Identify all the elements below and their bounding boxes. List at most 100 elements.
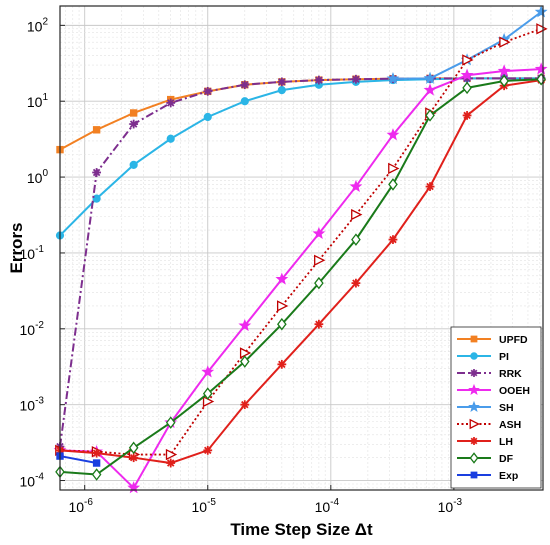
data-point-ooeh [201, 365, 215, 378]
data-point-lh-stroke [278, 360, 286, 369]
data-point-df [239, 355, 250, 368]
data-point-ash [462, 54, 474, 66]
series-line-exp [59, 455, 97, 465]
data-point-pi [277, 86, 286, 95]
data-point-lh [166, 458, 176, 468]
x-tick-label: 10-3 [438, 497, 463, 515]
data-point-ooeh [497, 64, 511, 77]
data-point-df [425, 109, 435, 122]
data-point-df [351, 233, 361, 246]
legend-marker-ooeh [468, 383, 480, 395]
data-point-df [91, 468, 102, 481]
data-point-ooeh [386, 128, 400, 141]
y-tick-exponent: -1 [35, 244, 44, 255]
legend-label-upfd: UPFD [499, 334, 528, 346]
legend-item-sh: SH [457, 400, 514, 414]
data-point-sh [386, 72, 400, 85]
data-point-rrk-stroke [166, 99, 175, 107]
data-point-pi [240, 97, 249, 106]
legend-item-ooeh: OOEH [457, 383, 530, 397]
plot-frame [59, 5, 544, 491]
data-point-lh-stroke [166, 459, 175, 467]
legend-item-rrk: RRK [457, 368, 522, 380]
data-point-ash [351, 208, 363, 221]
data-point-rrk [129, 119, 139, 129]
legend-marker-exp [470, 471, 478, 479]
data-point-lh [92, 448, 102, 458]
x-tick-exponent: -6 [84, 497, 93, 508]
data-point-lh [462, 111, 472, 120]
data-point-ash [314, 254, 326, 266]
data-point-lh [425, 182, 435, 191]
data-point-df [277, 317, 287, 331]
data-point-rrk-stroke [92, 168, 101, 177]
legend-marker-lh-stroke [470, 437, 478, 445]
y-tick-exponent: 0 [42, 168, 48, 179]
legend-label-df: DF [499, 453, 514, 465]
data-point-df [499, 74, 509, 88]
series-line-ooeh [59, 68, 542, 490]
legend-item-upfd: UPFD [457, 334, 528, 346]
y-tick-exponent: -2 [35, 320, 44, 331]
data-point-rrk [92, 168, 102, 177]
series-line-pi [59, 77, 542, 237]
x-tick-label: 10-6 [68, 497, 93, 515]
data-point-pi [166, 134, 175, 143]
y-tick-exponent: 1 [42, 92, 48, 103]
legend-marker-upfd [470, 335, 478, 343]
y-tick-label: 10-4 [20, 472, 45, 490]
series-lh [55, 75, 546, 468]
data-point-lh-stroke [241, 400, 249, 409]
data-point-ash [165, 448, 178, 461]
data-point-sh [423, 71, 437, 84]
legend-marker-ash [469, 418, 480, 430]
data-point-df [202, 387, 213, 400]
legend-marker-sh [468, 400, 480, 412]
y-tick-exponent: 2 [42, 16, 48, 27]
x-tick-label: 10-4 [315, 497, 340, 515]
x-axis-title: Time Step Size Δt [230, 520, 373, 539]
data-point-ooeh [312, 226, 326, 240]
data-point-df [462, 81, 472, 95]
data-point-pi [203, 112, 212, 122]
y-tick-label: 10-2 [20, 320, 45, 338]
data-point-pi [92, 194, 101, 203]
data-point-lh-stroke [204, 446, 212, 455]
series-ash [55, 23, 548, 461]
data-point-lh-stroke [92, 449, 101, 457]
x-tick-label: 10-5 [192, 497, 217, 515]
series-df [55, 72, 546, 481]
y-tick-exponent: -3 [35, 396, 44, 407]
data-point-upfd [92, 126, 101, 134]
y-tick-label: 101 [27, 92, 49, 110]
legend-label-exp: Exp [499, 470, 518, 482]
legend-marker-lh [470, 437, 478, 445]
data-point-lh [240, 400, 250, 410]
legend-marker-rrk [470, 369, 478, 377]
data-point-lh [351, 278, 361, 288]
data-point-rrk-stroke [129, 120, 138, 128]
legend-label-sh: SH [499, 402, 514, 414]
data-point-rrk [166, 98, 176, 108]
data-point-ash [276, 300, 289, 312]
data-point-rrk-stroke [241, 80, 249, 89]
data-point-rrk-stroke [278, 78, 286, 86]
data-point-rrk [203, 86, 213, 96]
x-tick-exponent: -5 [207, 497, 216, 508]
legend-marker-df [469, 452, 479, 464]
x-tick-exponent: -3 [453, 497, 462, 508]
data-point-lh-stroke [315, 320, 323, 328]
data-point-upfd [129, 109, 138, 117]
data-point-ash [536, 23, 548, 35]
legend-item-df: DF [457, 452, 514, 465]
data-point-ash [388, 162, 400, 175]
data-point-rrk [314, 75, 324, 85]
data-point-lh-stroke [389, 235, 397, 244]
data-point-rrk [351, 74, 361, 84]
data-point-ooeh [238, 318, 252, 332]
series-line-ash [59, 27, 542, 456]
data-point-rrk-stroke [315, 76, 323, 84]
legend-label-pi: PI [499, 351, 509, 363]
y-tick-label: 102 [27, 16, 49, 34]
